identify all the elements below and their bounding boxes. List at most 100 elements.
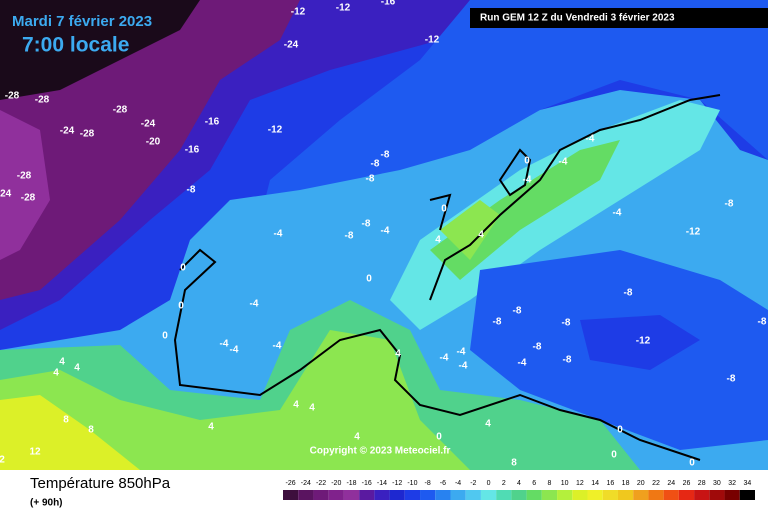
coastlines [173, 94, 721, 461]
contour-label: -28 [5, 91, 20, 102]
contour-label: -8 [727, 374, 736, 385]
contour-label: -4 [230, 345, 239, 356]
contour-label: 4 [293, 400, 299, 411]
contour-label: -24 [284, 40, 299, 51]
colorbar-tick-label: 24 [667, 480, 675, 487]
contour-label: -28 [80, 129, 95, 140]
contour-label: -16 [381, 0, 396, 8]
forecast-date: Mardi 7 février 2023 [12, 13, 152, 30]
contour-label: -8 [758, 317, 767, 328]
contour-label: -8 [513, 306, 522, 317]
contour-label: -24 [141, 119, 156, 130]
contour-label: -16 [205, 117, 220, 128]
contour-label: -8 [345, 231, 354, 242]
colorbar-cell [724, 490, 740, 500]
map-background [0, 0, 768, 470]
colorbar-cell [420, 490, 436, 500]
contour-label: -4 [273, 341, 282, 352]
colorbar-tick-label: 34 [743, 480, 751, 487]
colorbar-cell [709, 490, 725, 500]
contour-label: 4 [53, 368, 59, 379]
contour-label: -12 [636, 336, 651, 347]
contour-label: 0 [178, 301, 184, 312]
contour-label: 0 [689, 458, 695, 469]
contour-label: -4 [459, 361, 468, 372]
colorbar-tick-label: 18 [622, 480, 630, 487]
colorbar-cell [465, 490, 481, 500]
contour-label: 0 [436, 432, 442, 443]
colorbar-tick-label: -10 [407, 480, 417, 487]
run-banner [470, 8, 768, 28]
contour-label: -28 [17, 171, 32, 182]
colorbar-cell [617, 490, 634, 500]
colorbar-tick-label: 26 [683, 480, 691, 487]
colorbar-cell [739, 490, 755, 500]
colorbar-tick-label: -24 [301, 480, 311, 487]
colorbar-tick-label: -26 [286, 480, 296, 487]
contour-label: -8 [381, 150, 390, 161]
contour-label: -4 [274, 229, 283, 240]
contour-label: -8 [624, 288, 633, 299]
contour-label: -8 [362, 219, 371, 230]
colorbar-cell [526, 490, 542, 500]
colorbar-cell [450, 490, 466, 500]
contour-label: -12 [686, 227, 701, 238]
run-info: Run GEM 12 Z du Vendredi 3 février 2023 [480, 13, 675, 24]
colorbar-cell [404, 490, 421, 500]
colorbar-tick-label: -2 [470, 480, 476, 487]
contour-label: -4 [523, 175, 532, 186]
forecast-lead: (+ 90h) [30, 498, 63, 509]
contour-label: 0 [441, 204, 447, 215]
contour-label: -8 [562, 318, 571, 329]
contour-label: -4 [220, 339, 229, 350]
colorbar-tick-label: -8 [425, 480, 431, 487]
contour-label: 2 [0, 455, 5, 466]
contour-label: -8 [493, 317, 502, 328]
colorbar-tick-label: -12 [392, 480, 402, 487]
contour-label: 4 [478, 230, 484, 241]
contour-label: 4 [208, 422, 214, 433]
contour-label: 8 [63, 415, 69, 426]
contour-label: -4 [586, 134, 595, 145]
colorbar-cell [328, 490, 344, 500]
contour-label: -8 [725, 199, 734, 210]
colorbar-cell [343, 490, 360, 500]
copyright: Copyright © 2023 Meteociel.fr [310, 446, 451, 457]
colorbar-cell [557, 490, 573, 500]
colorbar-cell [374, 490, 390, 500]
colorbar-cell [496, 490, 512, 500]
contour-label: -12 [336, 3, 351, 14]
footer-title: Température 850hPa [30, 475, 171, 492]
contour-label: -8 [533, 342, 542, 353]
contour-label: -12 [425, 35, 440, 46]
contour-label: -4 [250, 299, 259, 310]
colorbar-cell [663, 490, 679, 500]
colorbar-cell [678, 490, 695, 500]
contour-label: -4 [613, 208, 622, 219]
colorbar-tick-label: 32 [728, 480, 736, 487]
contour-label: 8 [511, 458, 517, 469]
contour-label: 0 [180, 263, 186, 274]
colorbar-tick-label: 12 [576, 480, 584, 487]
colorbar-cell [313, 490, 329, 500]
contour-label: -16 [185, 145, 200, 156]
colorbar-tick-label: 14 [591, 480, 599, 487]
contour-label: 0 [611, 450, 617, 461]
colorbar-cell [541, 490, 558, 500]
contour-label: -8 [187, 185, 196, 196]
contour-label: 0 [162, 331, 168, 342]
contour-label: -28 [21, 193, 36, 204]
contour-label: 0 [524, 156, 530, 167]
contour-label: -4 [559, 157, 568, 168]
contour-label: 4 [485, 419, 491, 430]
contour-label: -8 [371, 159, 380, 170]
contour-label: -4 [518, 358, 527, 369]
colorbar-cell [587, 490, 603, 500]
colorbar-cell [633, 490, 649, 500]
colorbar-tick-label: -6 [440, 480, 446, 487]
colorbar-cell [648, 490, 664, 500]
colorbar-tick-label: 16 [606, 480, 614, 487]
contour-label: -28 [35, 95, 50, 106]
colorbar-cell [298, 490, 314, 500]
contour-label: 4 [435, 235, 441, 246]
